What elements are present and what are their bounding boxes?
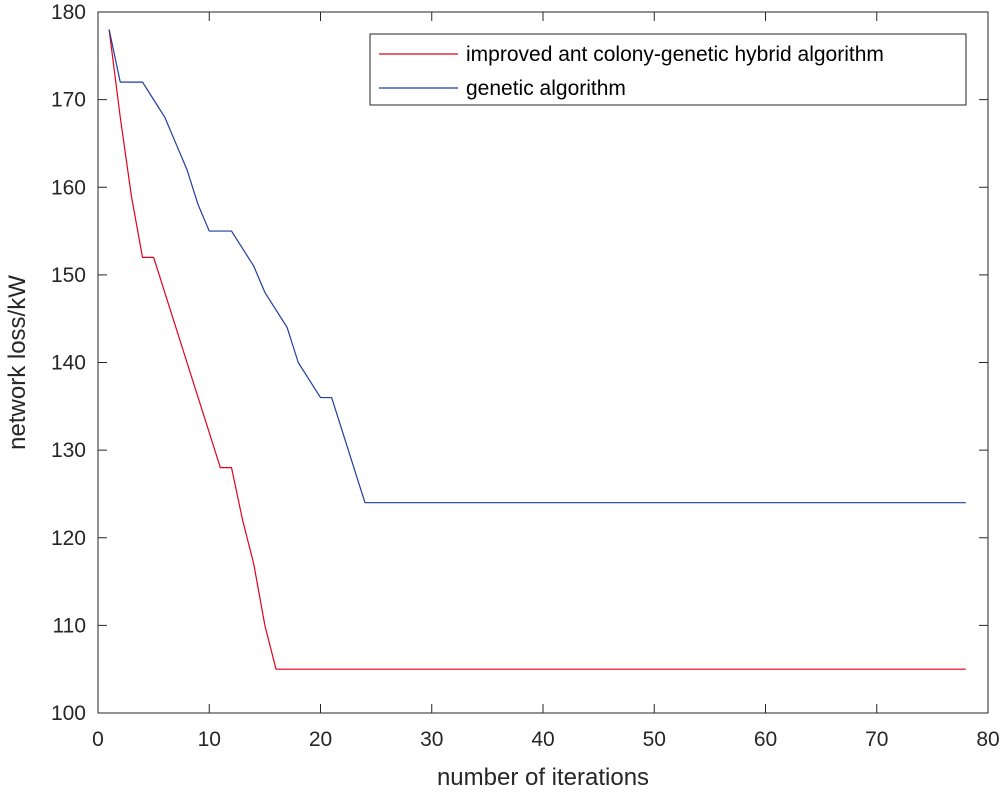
y-tick-label: 170 [51,89,86,112]
x-tick-label: 60 [754,728,777,751]
y-tick-label: 140 [51,352,86,375]
x-tick-label: 30 [420,728,443,751]
y-tick-label: 150 [51,264,86,287]
y-tick-label: 130 [51,439,86,462]
y-axis-ticks: 100 110 120 130 140 150 160 170 180 [51,1,988,725]
y-tick-label: 160 [51,176,86,199]
x-tick-label: 0 [92,728,104,751]
series-line-2 [108,29,966,504]
y-tick-label: 100 [51,702,86,725]
x-axis-ticks: 0 10 20 30 40 50 60 70 80 [92,12,1000,751]
x-tick-label: 20 [309,728,332,751]
y-tick-label: 120 [51,527,86,550]
x-tick-label: 50 [643,728,666,751]
series-layer [108,29,966,670]
legend: improved ant colony-genetic hybrid algor… [369,33,967,106]
x-tick-label: 10 [198,728,221,751]
x-tick-label: 70 [865,728,888,751]
axes-frame [97,11,989,714]
x-tick-label: 40 [531,728,554,751]
plot-area [97,11,989,714]
legend-label-1: improved ant colony-genetic hybrid algor… [466,43,884,66]
x-tick-label: 80 [976,728,999,751]
legend-box [369,33,967,106]
y-tick-label: 110 [53,614,86,637]
y-tick-label: 180 [51,1,86,24]
y-axis-title: network loss/kW [4,275,31,450]
legend-label-2: genetic algorithm [466,77,626,100]
series-line-1 [108,29,966,670]
x-axis-title: number of iterations [437,764,649,791]
